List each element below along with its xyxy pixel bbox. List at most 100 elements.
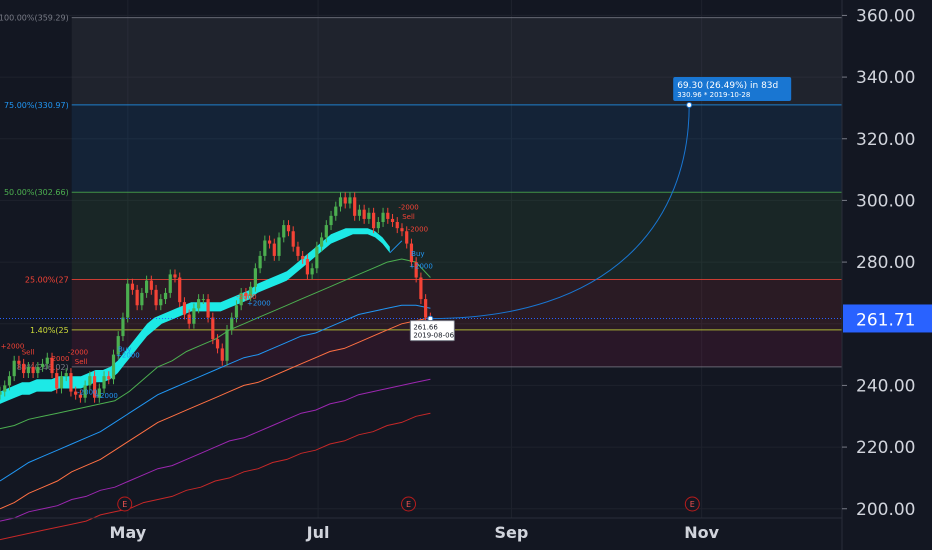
- candle-body[interactable]: [296, 246, 300, 256]
- candle-body[interactable]: [182, 302, 187, 315]
- candle-body[interactable]: [424, 299, 428, 318]
- projection-curve[interactable]: [430, 104, 690, 320]
- candle-body[interactable]: [334, 206, 338, 216]
- candle-body[interactable]: [40, 363, 45, 367]
- candle-body[interactable]: [187, 314, 191, 324]
- candle-body[interactable]: [324, 225, 328, 238]
- candle-body[interactable]: [215, 339, 220, 349]
- candle-body[interactable]: [111, 354, 116, 380]
- candle-body[interactable]: [249, 286, 253, 296]
- candle-body[interactable]: [126, 283, 130, 318]
- candle-body[interactable]: [244, 292, 248, 296]
- candle-body[interactable]: [372, 212, 376, 229]
- candle-body[interactable]: [201, 299, 205, 301]
- projection-end-point[interactable]: [686, 101, 693, 108]
- earnings-marker[interactable]: [401, 496, 417, 512]
- candle-body[interactable]: [149, 280, 153, 290]
- candle-body[interactable]: [178, 277, 182, 303]
- candle-body[interactable]: [343, 197, 347, 204]
- candle-body[interactable]: [211, 317, 215, 340]
- candle-body[interactable]: [163, 292, 168, 300]
- candle-body[interactable]: [319, 237, 324, 247]
- candle-body[interactable]: [135, 289, 139, 306]
- candle-body[interactable]: [234, 305, 239, 318]
- candle-body[interactable]: [258, 255, 262, 269]
- plot-area[interactable]: 100.00%(359.29) 75.00%(330.97) 50.00%(302.…: [0, 0, 842, 541]
- candle-body[interactable]: [154, 289, 158, 306]
- candle-body[interactable]: [83, 385, 87, 398]
- candle-body[interactable]: [338, 197, 343, 207]
- candle-body[interactable]: [395, 222, 399, 229]
- candle-body[interactable]: [400, 228, 404, 232]
- candle-body[interactable]: [277, 237, 281, 256]
- candle-body[interactable]: [130, 283, 135, 290]
- candle-body[interactable]: [107, 376, 111, 380]
- candle-body[interactable]: [225, 329, 229, 361]
- candle-body[interactable]: [145, 280, 149, 293]
- candle-body[interactable]: [286, 225, 291, 232]
- candle-body[interactable]: [78, 394, 82, 398]
- candle-body[interactable]: [315, 246, 319, 269]
- candle-body[interactable]: [22, 363, 26, 374]
- candle-body[interactable]: [69, 373, 73, 392]
- candlesticks[interactable]: [0, 192, 432, 403]
- candle-body[interactable]: [329, 215, 333, 226]
- price-axis[interactable]: 360.00 340.00 320.00 300.00 280.00 240.00 220.…: [842, 6, 932, 520]
- candle-body[interactable]: [367, 212, 371, 219]
- candle-body[interactable]: [45, 357, 49, 364]
- candle-body[interactable]: [381, 212, 385, 222]
- candle-body[interactable]: [74, 391, 78, 395]
- candle-body[interactable]: [159, 299, 163, 306]
- candle-body[interactable]: [220, 348, 224, 361]
- candle-body[interactable]: [0, 391, 2, 395]
- earnings-marker[interactable]: [117, 496, 133, 512]
- candle-body[interactable]: [357, 209, 362, 216]
- candle-body[interactable]: [92, 376, 97, 398]
- candle-body[interactable]: [140, 292, 144, 306]
- candle-body[interactable]: [3, 385, 7, 392]
- candle-body[interactable]: [414, 262, 418, 278]
- candle-body[interactable]: [116, 336, 120, 355]
- candle-body[interactable]: [362, 209, 366, 219]
- candle-body[interactable]: [102, 376, 106, 389]
- candle-body[interactable]: [419, 277, 423, 300]
- candle-body[interactable]: [409, 243, 414, 263]
- candle-body[interactable]: [253, 268, 257, 287]
- candle-body[interactable]: [197, 299, 201, 309]
- fib-retracement[interactable]: 100.00%(359.29) 75.00%(330.97) 50.00%(302.…: [0, 14, 842, 372]
- candle-body[interactable]: [376, 222, 380, 229]
- candle-body[interactable]: [282, 225, 286, 238]
- candle-body[interactable]: [301, 255, 305, 259]
- candle-body[interactable]: [64, 373, 68, 377]
- time-axis[interactable]: May Jul Sep Nov: [110, 523, 720, 542]
- candle-body[interactable]: [88, 376, 92, 386]
- candle-body[interactable]: [230, 317, 234, 330]
- candle-body[interactable]: [305, 259, 309, 275]
- candle-body[interactable]: [390, 218, 395, 222]
- candle-body[interactable]: [348, 197, 352, 204]
- candle-body[interactable]: [263, 240, 267, 256]
- candle-body[interactable]: [272, 243, 276, 256]
- candle-body[interactable]: [17, 360, 21, 364]
- candle-body[interactable]: [267, 240, 272, 244]
- candle-body[interactable]: [291, 231, 295, 247]
- candle-body[interactable]: [59, 376, 64, 389]
- candle-body[interactable]: [386, 212, 390, 219]
- candle-body[interactable]: [26, 366, 30, 374]
- candle-body[interactable]: [12, 360, 16, 377]
- candle-body[interactable]: [55, 373, 59, 389]
- candle-body[interactable]: [50, 357, 54, 374]
- earnings-marker[interactable]: [684, 496, 700, 512]
- candle-body[interactable]: [206, 299, 210, 318]
- candle-body[interactable]: [353, 197, 357, 216]
- candle-body[interactable]: [7, 376, 12, 386]
- candle-body[interactable]: [310, 268, 314, 275]
- candle-body[interactable]: [36, 366, 40, 374]
- candle-body[interactable]: [121, 317, 125, 337]
- candle-body[interactable]: [31, 366, 35, 374]
- candle-body[interactable]: [97, 388, 101, 398]
- candle-body[interactable]: [173, 274, 177, 278]
